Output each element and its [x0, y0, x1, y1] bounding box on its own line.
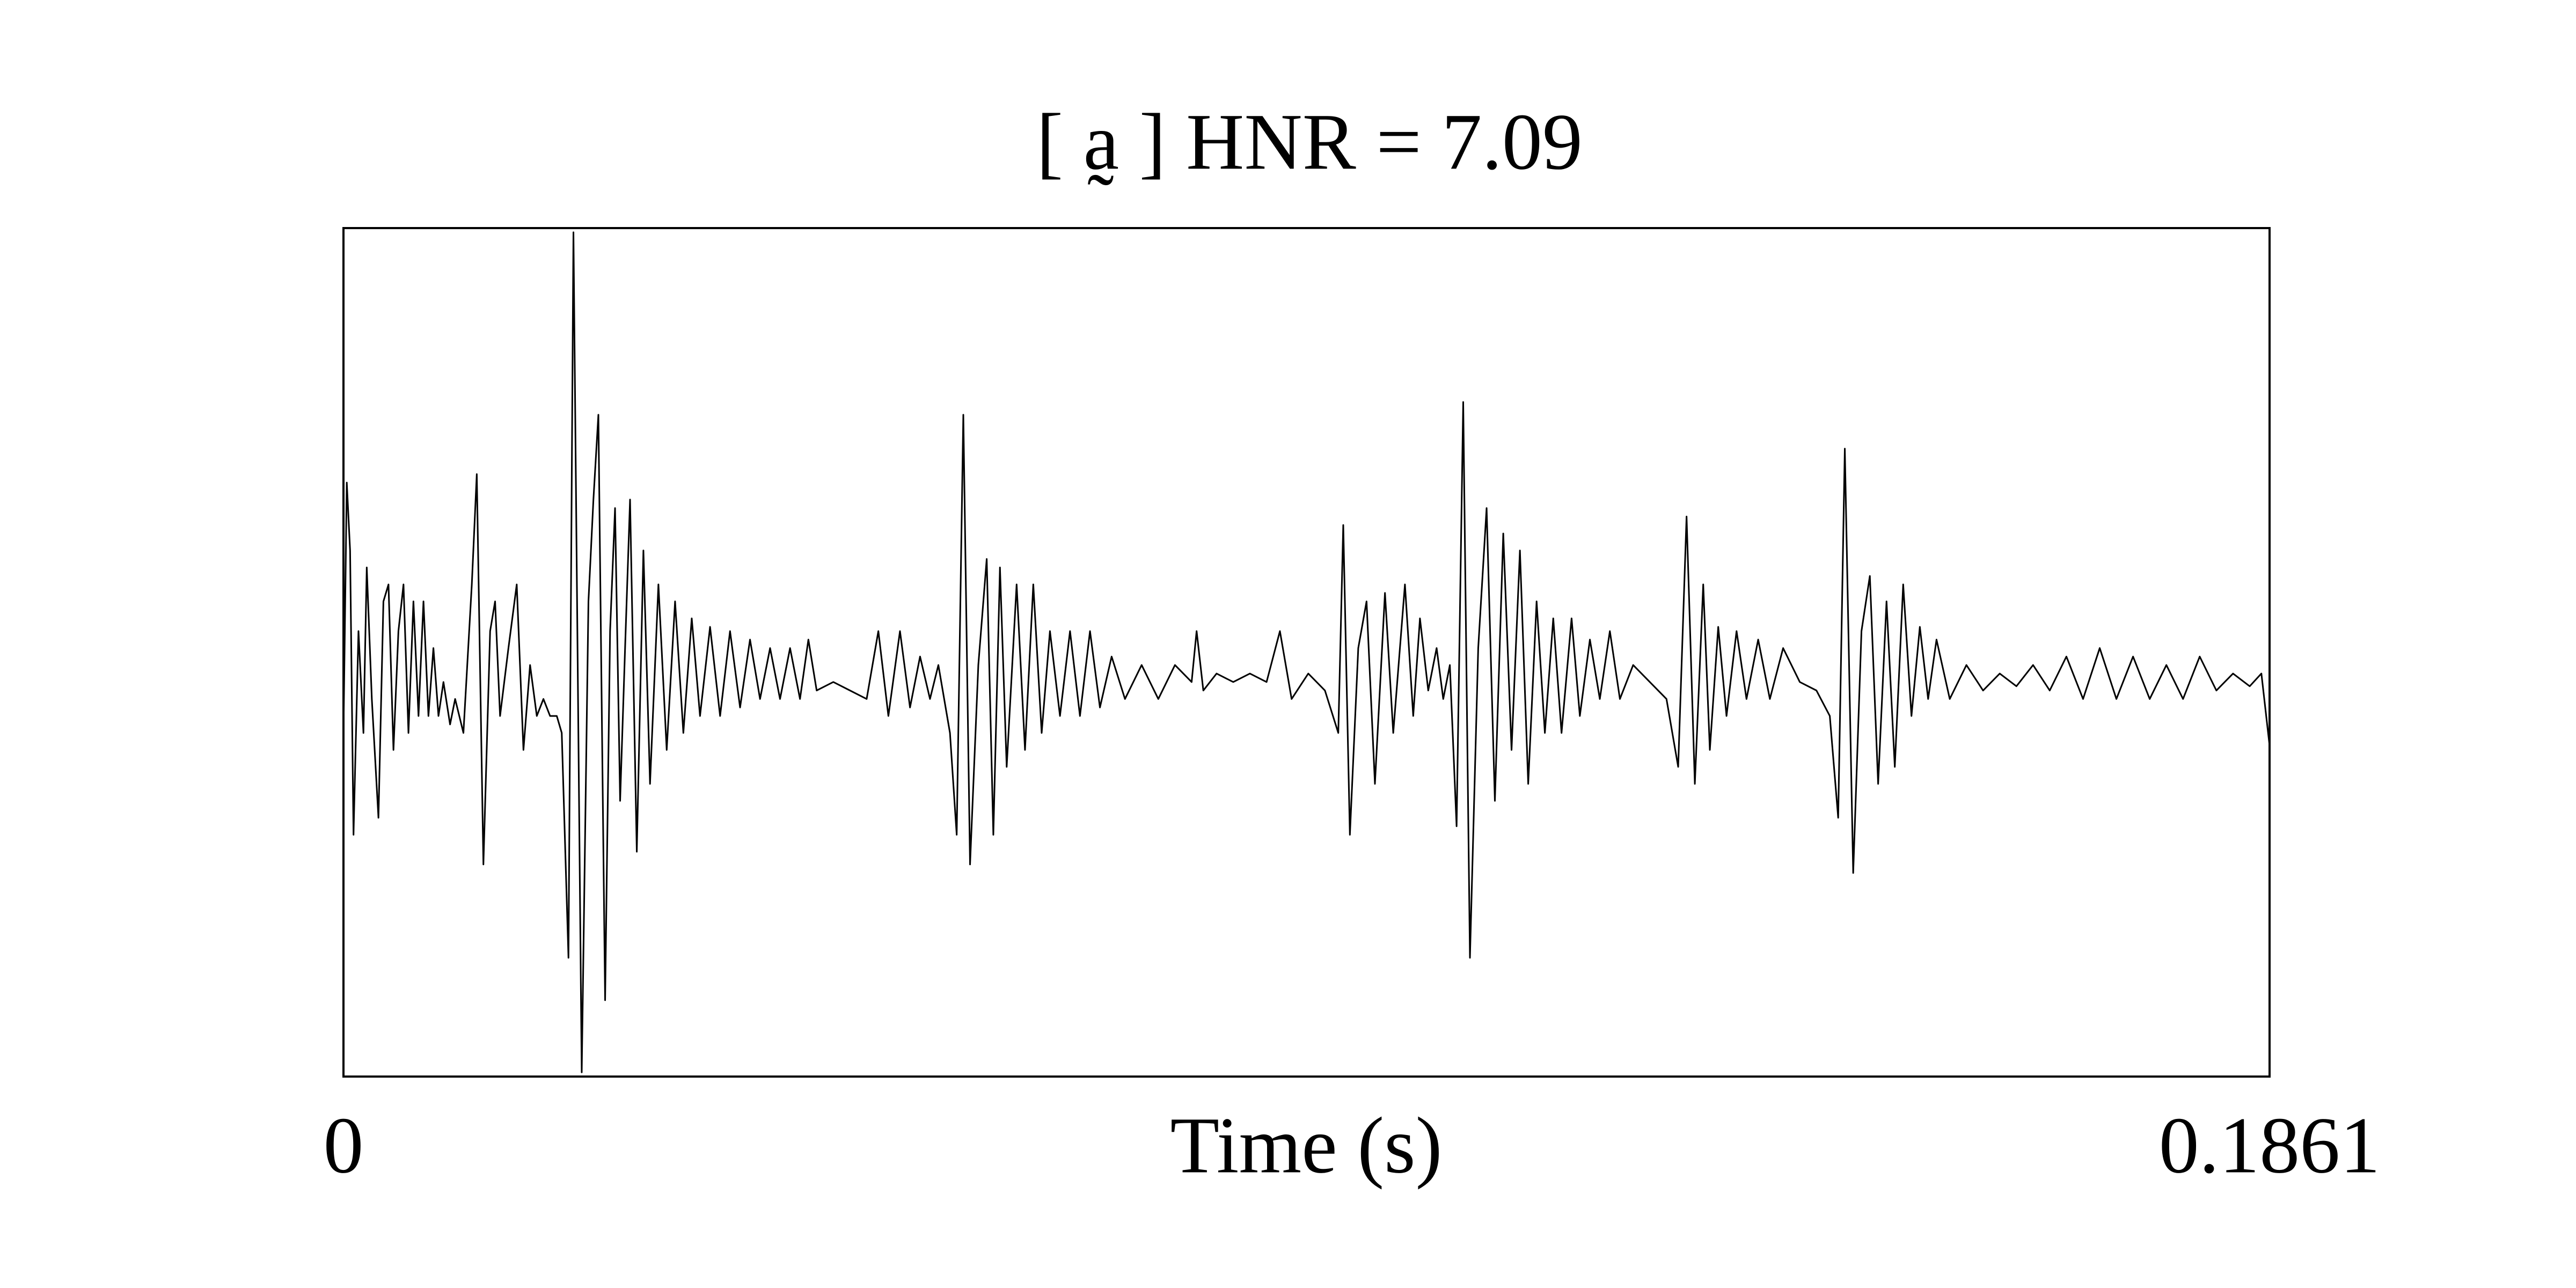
plot-frame	[342, 227, 2271, 1078]
waveform	[342, 231, 2271, 1073]
chart-title: [ a̰ ] HNR = 7.09	[1036, 97, 1583, 186]
x-tick-label: 0	[324, 1101, 364, 1190]
x-tick-label: 0.1861	[2159, 1101, 2381, 1190]
x-axis-label: Time (s)	[1170, 1101, 1442, 1190]
